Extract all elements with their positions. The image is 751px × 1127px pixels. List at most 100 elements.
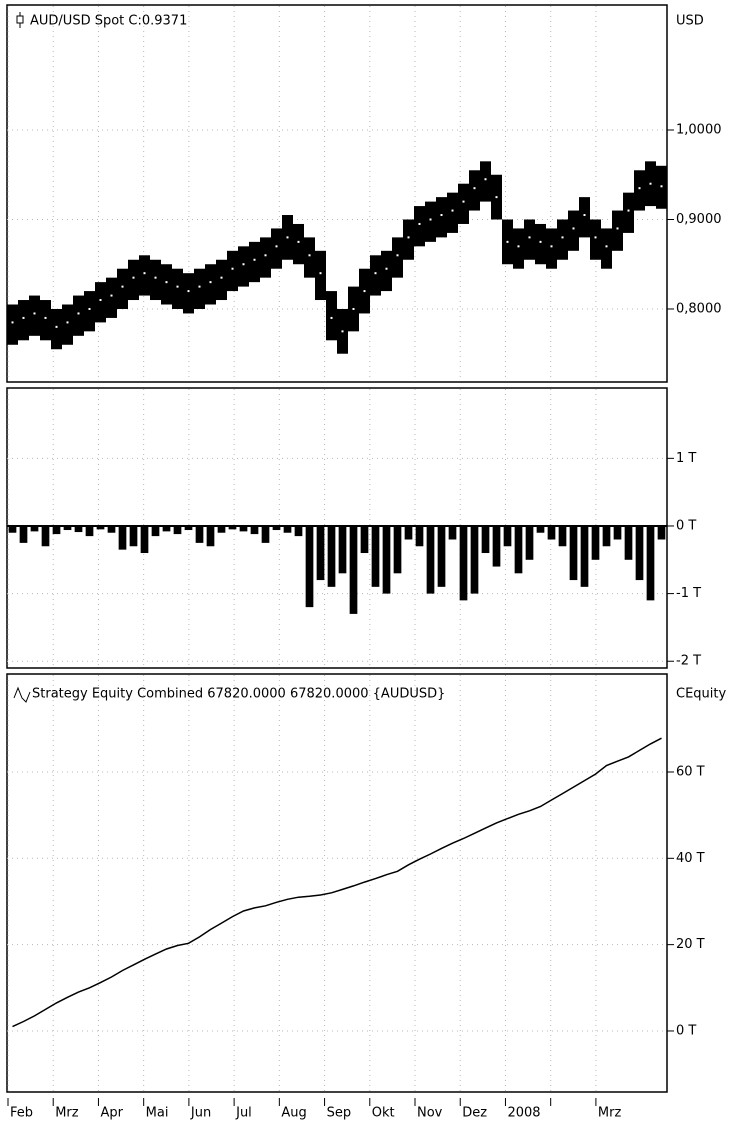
equity-pane (6, 673, 668, 1093)
y-tick-label: 60 T (676, 764, 705, 779)
bar (294, 525, 303, 537)
bar (371, 525, 380, 587)
candle-range (293, 223, 304, 265)
candle-close (231, 267, 234, 270)
candle-close (220, 276, 223, 279)
candle-range (172, 268, 183, 309)
price-title: AUD/USD Spot C:0.9371 (30, 14, 187, 29)
bar (140, 525, 149, 554)
bar (624, 525, 633, 560)
candle-close (209, 281, 212, 284)
candle-close (297, 240, 300, 243)
bar (283, 525, 292, 533)
candle-close (110, 294, 113, 297)
bar (261, 525, 270, 543)
candle-range (304, 237, 315, 278)
candle-close (308, 254, 311, 257)
candle-range (425, 201, 436, 242)
candle-range (601, 228, 612, 269)
candle-close (143, 272, 146, 275)
candle-close (77, 312, 80, 315)
candle-range (524, 219, 535, 260)
bar (228, 525, 237, 530)
candle-close (506, 240, 509, 243)
candle-close (572, 227, 575, 230)
bar (85, 525, 94, 537)
x-tick-label: Mrz (598, 1106, 622, 1121)
bar (162, 525, 171, 532)
candle-close (605, 245, 608, 248)
candle-close (385, 267, 388, 270)
candle-range (194, 268, 205, 309)
equity-title: Strategy Equity Combined 67820.0000 6782… (32, 687, 445, 702)
candle-range (106, 277, 117, 318)
candle-close (154, 276, 157, 279)
candle-range (568, 210, 579, 251)
x-tick-label: Mrz (55, 1106, 79, 1121)
candle-range (381, 250, 392, 292)
y-tick-label: 0 T (676, 1023, 696, 1038)
x-tick-label: Mai (146, 1106, 169, 1121)
candle-close (264, 254, 267, 257)
bar (195, 525, 204, 543)
candle-close (649, 182, 652, 185)
candle-range (315, 250, 326, 301)
bar (19, 525, 28, 543)
candle-close (176, 285, 179, 288)
candle-close (418, 222, 421, 225)
candle-close (528, 236, 531, 239)
candle-range (128, 259, 139, 301)
x-tick-label: Sep (327, 1106, 352, 1121)
candle-range (546, 228, 557, 269)
candle-close (319, 272, 322, 275)
candle-range (62, 304, 73, 345)
candle-range (238, 246, 249, 287)
bar (360, 525, 369, 554)
bar (481, 525, 490, 554)
equity-icon (13, 686, 31, 703)
bar (41, 525, 50, 547)
bar (327, 525, 336, 587)
bar (404, 525, 413, 540)
candle-range (579, 197, 590, 238)
bar (382, 525, 391, 594)
bar (503, 525, 512, 547)
candle-close (22, 316, 25, 319)
candle-range (535, 223, 546, 265)
x-tick-label: Apr (100, 1106, 123, 1121)
candle-close (275, 245, 278, 248)
bar (316, 525, 325, 581)
bar (657, 525, 666, 540)
bar (580, 525, 589, 587)
candle-range (117, 268, 128, 309)
candle-close (627, 209, 630, 212)
volume-pane (6, 387, 668, 669)
candle-close (55, 325, 58, 328)
equity-axis-label: CEquity (676, 687, 726, 702)
candle-close (88, 307, 91, 310)
candle-close (363, 290, 366, 293)
candle-close (352, 307, 355, 310)
candle-close (121, 285, 124, 288)
bar (305, 525, 314, 608)
bar (118, 525, 127, 550)
candle-range (183, 273, 194, 314)
candle-range (73, 295, 84, 336)
candle-close (550, 245, 553, 248)
bar (547, 525, 556, 540)
candle-range (260, 237, 271, 278)
candle-close (462, 200, 465, 203)
x-tick-label: Feb (10, 1106, 33, 1121)
candle-close (561, 236, 564, 239)
candle-range (150, 259, 161, 301)
bar (151, 525, 160, 537)
bar (173, 525, 182, 535)
bar (569, 525, 578, 581)
candle-close (638, 187, 641, 190)
bar (239, 525, 248, 532)
candle-icon (16, 12, 24, 28)
bar (52, 525, 61, 535)
bar (250, 525, 259, 535)
x-tick-label: 2008 (507, 1106, 540, 1121)
